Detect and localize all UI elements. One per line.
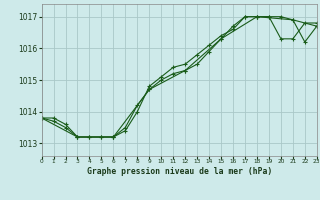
X-axis label: Graphe pression niveau de la mer (hPa): Graphe pression niveau de la mer (hPa) xyxy=(87,167,272,176)
